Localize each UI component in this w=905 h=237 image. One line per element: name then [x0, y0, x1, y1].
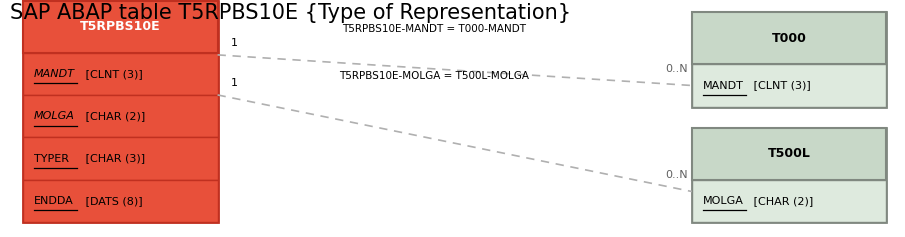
Bar: [24, 180, 217, 222]
Text: TYPER: TYPER: [34, 154, 69, 164]
Text: [CHAR (3)]: [CHAR (3)]: [81, 154, 145, 164]
Text: T5RPBS10E: T5RPBS10E: [81, 20, 161, 33]
Bar: [692, 128, 886, 222]
Text: 1: 1: [231, 78, 238, 88]
Text: [CLNT (3)]: [CLNT (3)]: [750, 81, 811, 91]
Bar: [692, 13, 886, 64]
Text: MANDT: MANDT: [703, 81, 744, 91]
Bar: [24, 1, 217, 222]
Text: T500L: T500L: [767, 147, 811, 160]
Text: 0..N: 0..N: [665, 170, 688, 180]
Bar: [24, 1, 217, 53]
Text: ENDDA: ENDDA: [34, 196, 74, 206]
Bar: [24, 137, 217, 180]
Bar: [692, 13, 886, 107]
Text: 1: 1: [231, 38, 238, 48]
Bar: [692, 64, 886, 107]
Text: [CLNT (3)]: [CLNT (3)]: [81, 69, 142, 79]
Bar: [692, 180, 886, 222]
Text: MOLGA: MOLGA: [703, 196, 744, 206]
Text: MANDT: MANDT: [34, 69, 75, 79]
Text: [CHAR (2)]: [CHAR (2)]: [750, 196, 814, 206]
Bar: [692, 128, 886, 180]
Text: SAP ABAP table T5RPBS10E {Type of Representation}: SAP ABAP table T5RPBS10E {Type of Repres…: [10, 3, 571, 23]
Bar: [24, 53, 217, 95]
Text: T5RPBS10E-MOLGA = T500L-MOLGA: T5RPBS10E-MOLGA = T500L-MOLGA: [339, 71, 529, 81]
Text: [DATS (8)]: [DATS (8)]: [81, 196, 142, 206]
Text: T5RPBS10E-MANDT = T000-MANDT: T5RPBS10E-MANDT = T000-MANDT: [342, 24, 527, 34]
Text: 0..N: 0..N: [665, 64, 688, 74]
Text: MOLGA: MOLGA: [34, 111, 75, 121]
Text: [CHAR (2)]: [CHAR (2)]: [81, 111, 145, 121]
Text: T000: T000: [772, 32, 806, 45]
Bar: [24, 95, 217, 137]
